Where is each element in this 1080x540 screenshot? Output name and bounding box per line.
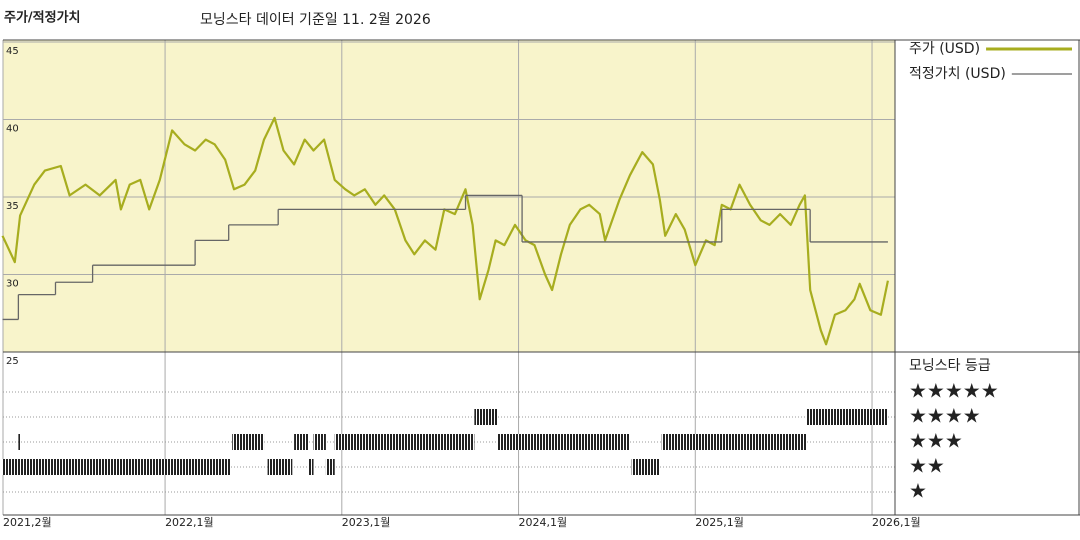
rating-bar bbox=[631, 459, 660, 475]
rating-bar bbox=[334, 434, 475, 450]
rating-bar bbox=[308, 459, 314, 475]
x-tick-label: 2023,1월 bbox=[342, 516, 391, 529]
rating-bar bbox=[313, 434, 326, 450]
rating-bar bbox=[325, 459, 335, 475]
x-tick-label: 2024,1월 bbox=[519, 516, 568, 529]
y-tick-label: 35 bbox=[6, 201, 19, 212]
x-tick-label: 2025,1월 bbox=[695, 516, 744, 529]
rating-bar bbox=[806, 409, 888, 425]
y-tick-label: 30 bbox=[6, 279, 19, 290]
chart-subtitle: 모닝스타 데이터 기준일 11. 2월 2026 bbox=[200, 12, 431, 28]
y-tick-label: 25 bbox=[6, 356, 19, 367]
legend-label: 주가 (USD) bbox=[909, 41, 980, 57]
ratings-title: 모닝스타 등급 bbox=[909, 358, 991, 374]
rating-bar bbox=[294, 434, 309, 450]
y-tick-label: 45 bbox=[6, 46, 19, 57]
y-tick-label: 40 bbox=[6, 124, 19, 135]
x-tick-label: 2022,1월 bbox=[165, 516, 214, 529]
x-tick-label: 2026,1월 bbox=[872, 516, 921, 529]
rating-label: ★★★ bbox=[909, 429, 963, 453]
rating-bar bbox=[474, 409, 498, 425]
rating-bar bbox=[661, 434, 807, 450]
chart-title: 주가/적정가치 bbox=[4, 10, 81, 26]
rating-bar bbox=[497, 434, 630, 450]
rating-label: ★★★★★ bbox=[909, 379, 999, 403]
legend-label: 적정가치 (USD) bbox=[909, 66, 1006, 82]
price-line bbox=[1, 116, 889, 346]
rating-bar bbox=[267, 459, 293, 475]
rating-bar bbox=[232, 434, 265, 450]
rating-label: ★★★★ bbox=[909, 404, 981, 428]
x-tick-label: 2021,2월 bbox=[3, 516, 52, 529]
rating-label: ★★ bbox=[909, 454, 945, 478]
rating-bar bbox=[2, 459, 231, 475]
rating-bar bbox=[18, 434, 21, 450]
price-panel bbox=[3, 40, 895, 352]
rating-label: ★ bbox=[909, 479, 927, 503]
